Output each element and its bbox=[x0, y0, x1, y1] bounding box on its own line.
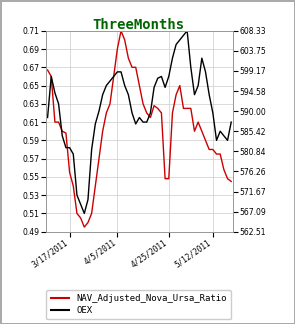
Legend: NAV_Adjusted_Nova_Ursa_Ratio, OEX: NAV_Adjusted_Nova_Ursa_Ratio, OEX bbox=[46, 290, 231, 319]
Text: ThreeMonths: ThreeMonths bbox=[93, 18, 185, 32]
